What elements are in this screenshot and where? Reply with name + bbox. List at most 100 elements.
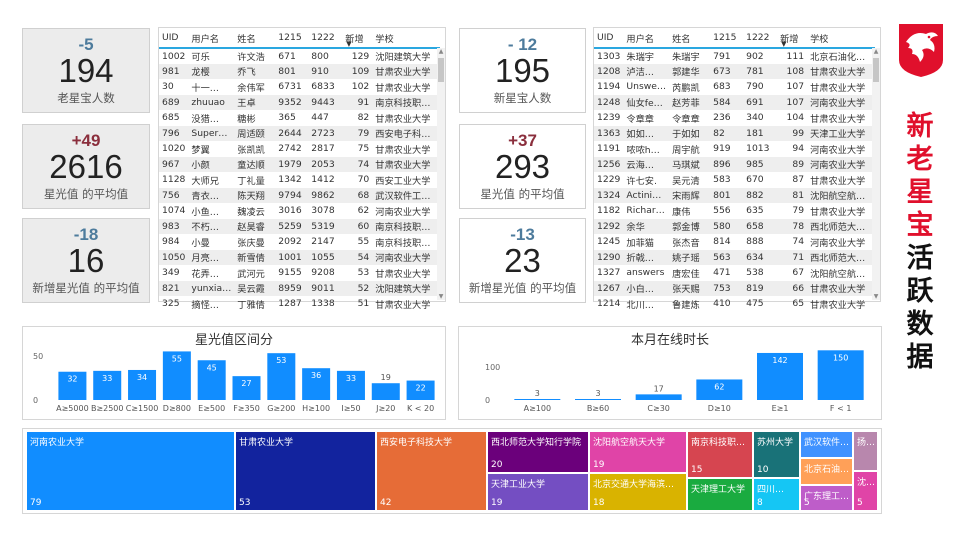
column-header-4[interactable]: 1222 xyxy=(308,28,343,49)
scroll-thumb[interactable] xyxy=(438,58,444,82)
column-header-3[interactable]: 1215 xyxy=(710,28,744,49)
table-cell: 令章章 xyxy=(626,113,654,125)
treemap-tile[interactable]: 南京科技职… 15 xyxy=(688,432,754,479)
table-old-users[interactable]: UID 用户名 姓名 1215 1222 新增 ▼ 学校 1002 可乐 许文浩 671 800 129… xyxy=(159,28,441,312)
scroll-up-icon[interactable]: ▲ xyxy=(873,48,879,55)
table-row[interactable]: 1074 小鱼… 魏凌云 3016 3078 62 河南农业大学 xyxy=(159,203,440,219)
treemap-tile[interactable]: 苏州大学 10 xyxy=(754,432,801,479)
bar-0[interactable] xyxy=(58,371,87,400)
treemap-tile[interactable]: 沈阳航空航天大学 19 xyxy=(590,432,688,474)
treemap-tile[interactable]: 天津工业大学 19 xyxy=(488,474,590,512)
scroll-down-icon[interactable]: ▼ xyxy=(873,293,879,300)
bar-9[interactable] xyxy=(371,383,400,400)
school-treemap[interactable]: 河南农业大学 79 甘肃农业大学 53 西安电子科技大学 42 西北师范大学知行学院 20 天津… xyxy=(27,432,879,512)
column-header-6[interactable]: 学校 xyxy=(372,28,441,49)
table-row[interactable]: 1303 朱瑞宇 朱瑞宇 791 902 111 北京石油化… xyxy=(594,48,875,64)
treemap-tile[interactable]: 天津理工大学 xyxy=(688,479,754,512)
table-row[interactable]: 981 龙樱 乔飞 801 910 109 甘肃农业大学 xyxy=(159,63,441,79)
bar-6[interactable] xyxy=(267,353,296,400)
treemap-tile-value: 53 xyxy=(239,498,251,508)
x-tick-label: E≥1 xyxy=(772,404,789,413)
table-row[interactable]: 1050 月亮… 新雪倩 1001 1055 54 河南农业大学 xyxy=(159,249,441,265)
table-new-users[interactable]: UID 用户名 姓名 1215 1222 新增 ▼ 学校 1303 朱瑞宇 朱瑞宇 791 902 11… xyxy=(594,28,876,312)
scroll-thumb[interactable] xyxy=(873,58,879,82)
bar-1[interactable] xyxy=(93,370,122,400)
treemap-tile[interactable]: 沈… 5 xyxy=(854,472,879,512)
treemap-tile[interactable]: 武汉软件… xyxy=(801,432,854,459)
table-row[interactable]: 689 zhuuao 王卓 9352 9443 91 南京科技职… xyxy=(159,94,441,110)
table-scrollbar[interactable]: ▲ ▼ xyxy=(872,48,880,300)
table-row[interactable]: 1002 可乐 许文浩 671 800 129 沈阳建筑大学 xyxy=(159,48,440,64)
column-header-4[interactable]: 1222 xyxy=(743,28,778,49)
treemap-tile[interactable]: 西北师范大学知行学院 20 xyxy=(488,432,590,474)
table-row[interactable]: 325 摘怪… 丁雅倩 1287 1338 51 甘肃农业大学 xyxy=(159,296,440,312)
table-row[interactable]: 1245 加菲猫 张杰音 814 888 74 河南农业大学 xyxy=(594,234,875,250)
bar-5[interactable] xyxy=(817,350,864,400)
bar-5[interactable] xyxy=(232,376,261,400)
table-cell: 52 xyxy=(342,280,373,296)
table-row[interactable]: 1290 折戟… 姚子瑶 563 634 71 西北师范大… xyxy=(594,249,876,265)
bar-7[interactable] xyxy=(302,368,331,400)
column-header-1[interactable]: 用户名 xyxy=(188,28,235,49)
table-row[interactable]: 1239 令章章 令章章 236 340 104 甘肃农业大学 xyxy=(594,110,875,126)
table-row[interactable]: 756 青衣… 陈天翔 9794 9862 68 武汉软件工… xyxy=(159,187,441,203)
treemap-tile[interactable]: 广东理工… 5 xyxy=(801,486,854,512)
table-row[interactable]: 1128 大师兄 丁礼量 1342 1412 70 西安工业大学 xyxy=(159,172,440,188)
treemap-tile[interactable]: 甘肃农业大学 53 xyxy=(236,432,377,512)
table-row[interactable]: 1327 answers 唐宏佳 471 538 67 沈阳航空航… xyxy=(594,265,875,281)
bar-4[interactable] xyxy=(757,352,803,400)
treemap-tile[interactable]: 四川… 8 xyxy=(754,479,801,512)
table-row[interactable]: 1363 如如… 于如如 82 181 99 天津工业大学 xyxy=(594,125,876,141)
table-row[interactable]: 1191 哝哝h… 周宇航 919 1013 94 河南农业大学 xyxy=(594,141,875,157)
column-header-2[interactable]: 姓名 xyxy=(234,28,276,49)
table-row[interactable]: 1182 Richar… 康伟 556 635 79 甘肃农业大学 xyxy=(594,203,875,219)
column-header-2[interactable]: 姓名 xyxy=(669,28,711,49)
table-row[interactable]: 1208 泸洁… 郭建华 673 781 108 甘肃农业大学 xyxy=(594,63,876,79)
sort-desc-icon[interactable]: ▼ xyxy=(346,40,352,48)
scroll-down-icon[interactable]: ▼ xyxy=(438,293,444,300)
bar-3[interactable] xyxy=(162,351,191,400)
kpi-value: 23 xyxy=(504,242,541,279)
table-row[interactable]: 30 十一… 余伟军 6731 6833 102 甘肃农业大学 xyxy=(159,79,440,95)
column-header-5[interactable]: 新增 ▼ xyxy=(777,28,808,49)
column-header-3[interactable]: 1215 xyxy=(275,28,309,49)
treemap-tile[interactable]: 北京交通大学海滨… 18 xyxy=(590,474,688,512)
table-row[interactable]: 821 yunxia… 吴云霞 8959 9011 52 沈阳建筑大学 xyxy=(159,280,441,296)
table-row[interactable]: 349 花弄… 武河元 9155 9208 53 甘肃农业大学 xyxy=(159,265,440,281)
bar-1[interactable] xyxy=(575,399,621,400)
table-row[interactable]: 1214 北川… 鲁建炼 410 475 65 甘肃农业大学 xyxy=(594,296,875,312)
table-row[interactable]: 1267 小白… 张天赐 753 819 66 甘肃农业大学 xyxy=(594,280,876,296)
table-row[interactable]: 1194 Unswe… 芮鹏凯 683 790 107 甘肃农业大学 xyxy=(594,79,875,95)
column-header-0[interactable]: UID xyxy=(159,28,189,49)
bar-2[interactable] xyxy=(128,369,157,400)
scroll-up-icon[interactable]: ▲ xyxy=(438,48,444,55)
table-row[interactable]: 1292 余华 郭金博 580 658 78 西北师范大… xyxy=(594,218,876,234)
treemap-tile[interactable]: 河南农业大学 79 xyxy=(27,432,236,512)
table-row[interactable]: 1229 许七安. 吴元清 583 670 87 甘肃农业大学 xyxy=(594,172,875,188)
bar-8[interactable] xyxy=(336,370,365,400)
treemap-tile-value: 5 xyxy=(857,498,863,508)
column-header-0[interactable]: UID xyxy=(594,28,624,49)
table-row[interactable]: 967 小颜 童达顺 1979 2053 74 甘肃农业大学 xyxy=(159,156,441,172)
table-row[interactable]: 1020 梦翼 张凯凯 2742 2817 75 甘肃农业大学 xyxy=(159,141,440,157)
column-header-1[interactable]: 用户名 xyxy=(623,28,670,49)
bar-0[interactable] xyxy=(514,399,561,400)
table-row[interactable]: 983 不朽… 赵昊睿 5259 5319 60 南京科技职… xyxy=(159,218,441,234)
column-header-6[interactable]: 学校 xyxy=(807,28,876,49)
table-row[interactable]: 796 Super… 周适颐 2644 2723 79 西安电子科… xyxy=(159,125,441,141)
table-row[interactable]: 1324 Actini… 宋雨辉 801 882 81 沈阳航空航… xyxy=(594,187,876,203)
bar-3[interactable] xyxy=(696,379,743,400)
treemap-tile[interactable]: 扬… xyxy=(854,432,879,472)
table-scrollbar[interactable]: ▲ ▼ xyxy=(437,48,445,300)
treemap-tile[interactable]: 西安电子科技大学 42 xyxy=(377,432,488,512)
table-row[interactable]: 685 没猎… 糖彬 365 447 82 甘肃农业大学 xyxy=(159,110,440,126)
treemap-tile[interactable]: 北京石油… xyxy=(801,459,854,486)
bar-4[interactable] xyxy=(197,360,226,400)
column-header-5[interactable]: 新增 ▼ xyxy=(342,28,373,49)
bar-2[interactable] xyxy=(635,394,682,400)
sort-desc-icon[interactable]: ▼ xyxy=(781,40,787,48)
table-row[interactable]: 1256 云海… 马琪斌 896 985 89 河南农业大学 xyxy=(594,156,876,172)
bar-10[interactable] xyxy=(406,380,435,400)
table-row[interactable]: 984 小曼 张庆曼 2092 2147 55 南京科技职… xyxy=(159,234,440,250)
table-row[interactable]: 1248 仙女fe… 赵芳菲 584 691 107 河南农业大学 xyxy=(594,94,876,110)
